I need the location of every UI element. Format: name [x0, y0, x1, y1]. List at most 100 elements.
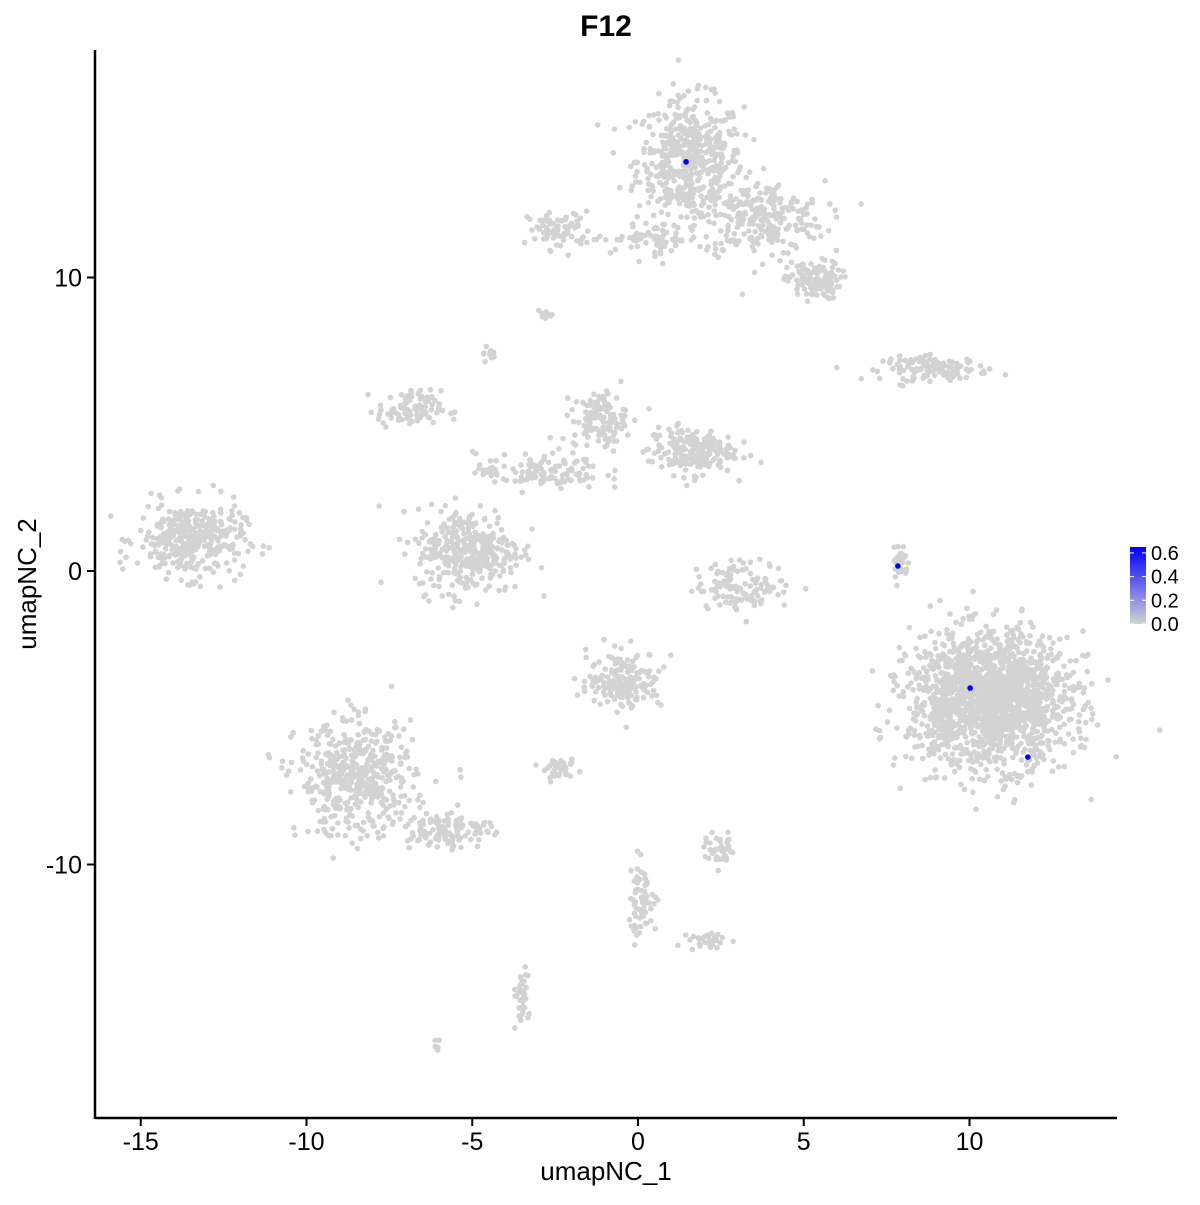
- cell-point: [903, 753, 909, 760]
- cell-point: [230, 494, 237, 500]
- cell-point: [586, 484, 592, 490]
- cell-point: [970, 716, 977, 723]
- cell-point: [459, 526, 466, 532]
- cell-point: [424, 519, 431, 526]
- cell-point: [417, 560, 423, 567]
- cell-point: [941, 642, 948, 649]
- cell-point: [547, 247, 553, 254]
- cell-point: [493, 457, 499, 464]
- cell-point: [1011, 800, 1017, 806]
- cell-point: [790, 195, 797, 201]
- cell-point: [661, 664, 667, 670]
- cell-point: [1073, 657, 1079, 664]
- cell-point: [990, 628, 997, 635]
- cell-point: [332, 805, 339, 811]
- cell-point: [425, 414, 432, 421]
- cell-point: [558, 485, 564, 492]
- cell-point: [912, 744, 918, 750]
- cell-point: [936, 664, 942, 671]
- cell-point: [1042, 668, 1049, 675]
- cell-point: [1004, 632, 1010, 638]
- cell-point: [492, 479, 498, 485]
- cell-point: [715, 462, 722, 469]
- cell-point: [658, 209, 665, 215]
- cell-point: [140, 515, 147, 521]
- cell-point: [930, 683, 936, 690]
- cell-point: [795, 282, 801, 289]
- cell-point: [638, 232, 645, 238]
- cell-point: [605, 401, 611, 408]
- cell-point: [549, 467, 556, 473]
- cell-point: [725, 451, 731, 457]
- cell-point: [804, 222, 810, 228]
- cell-point: [731, 126, 737, 132]
- cell-point: [1047, 746, 1053, 753]
- cell-point: [237, 571, 243, 578]
- cell-point: [202, 565, 209, 572]
- cell-point: [1024, 678, 1030, 685]
- cell-point: [932, 767, 938, 773]
- cell-point: [732, 241, 739, 247]
- cell-point: [685, 88, 692, 94]
- cell-point: [891, 544, 897, 550]
- cell-point: [217, 584, 223, 590]
- cell-point: [548, 473, 555, 479]
- cell-point: [305, 788, 312, 795]
- cell-point: [725, 227, 731, 234]
- cell-point: [365, 757, 371, 763]
- cell-point: [697, 125, 704, 131]
- cell-point: [404, 415, 411, 422]
- cell-point: [693, 566, 700, 573]
- cell-point: [509, 540, 516, 547]
- cell-point: [432, 546, 439, 553]
- cell-point: [584, 228, 591, 234]
- cell-point: [574, 238, 580, 244]
- cell-point: [494, 520, 501, 527]
- cell-point: [674, 99, 680, 106]
- cell-point: [365, 391, 371, 398]
- cell-point: [634, 694, 640, 701]
- cell-point: [436, 538, 443, 544]
- cell-point: [1001, 760, 1007, 767]
- cell-point: [609, 669, 615, 676]
- cell-point: [427, 537, 434, 544]
- cell-point: [550, 235, 557, 241]
- cell-point: [657, 250, 664, 257]
- cell-point: [545, 459, 552, 466]
- cell-point: [397, 402, 404, 409]
- cell-point: [661, 112, 668, 118]
- cell-point: [418, 406, 425, 413]
- cell-point: [1055, 764, 1062, 770]
- cell-point: [992, 696, 999, 702]
- cell-point: [521, 239, 528, 246]
- cell-point: [1049, 726, 1055, 733]
- cell-point: [492, 507, 498, 514]
- cell-point: [897, 567, 904, 574]
- cell-point: [996, 734, 1003, 741]
- cell-point: [702, 455, 709, 462]
- cell-point: [892, 574, 898, 580]
- cell-point: [818, 233, 824, 239]
- cell-point: [1036, 664, 1043, 670]
- cell-point: [687, 186, 694, 193]
- cell-point: [1024, 768, 1031, 775]
- cell-point: [666, 426, 672, 433]
- cell-point: [1157, 727, 1163, 733]
- cell-point: [477, 532, 483, 539]
- cell-point: [349, 840, 356, 846]
- cell-point: [452, 550, 459, 557]
- cell-point: [911, 732, 918, 738]
- cell-point: [438, 387, 444, 394]
- cell-point: [182, 530, 188, 536]
- cell-point: [376, 503, 383, 509]
- cell-point: [712, 561, 719, 568]
- cell-point: [1045, 718, 1052, 724]
- cell-point: [679, 238, 685, 244]
- cell-point: [723, 446, 729, 453]
- cell-point: [933, 774, 940, 780]
- cell-point: [962, 640, 968, 647]
- cell-point: [646, 112, 652, 119]
- cell-point: [965, 652, 972, 658]
- cell-point: [595, 438, 602, 444]
- cell-point: [1056, 724, 1063, 731]
